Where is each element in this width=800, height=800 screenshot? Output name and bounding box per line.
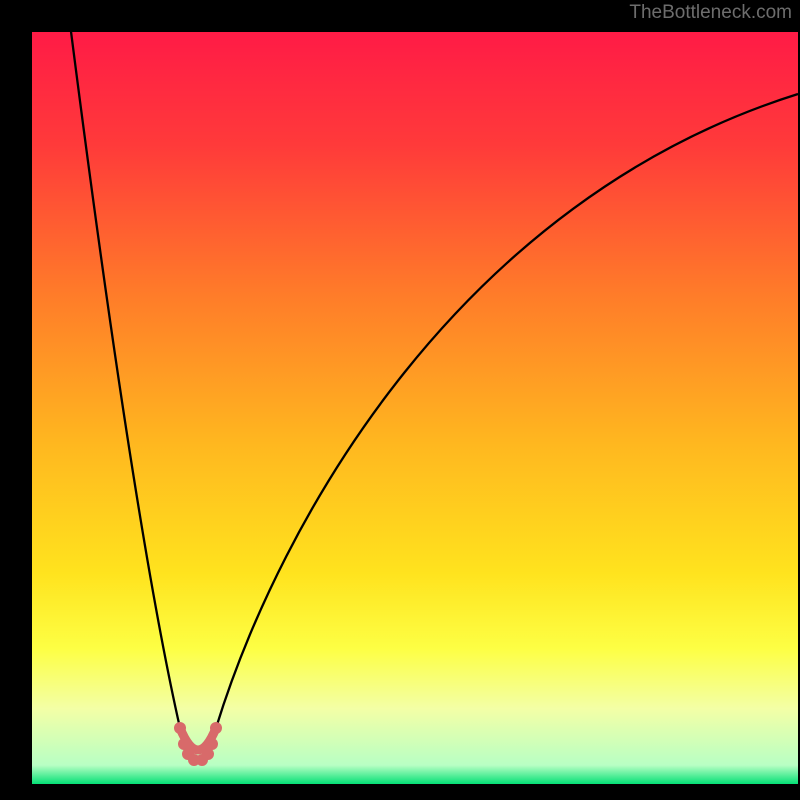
trough-markers xyxy=(174,722,222,766)
trough-marker-dot xyxy=(174,722,186,734)
trough-marker-dot xyxy=(206,738,218,750)
trough-marker-dot xyxy=(210,722,222,734)
chart-root: TheBottleneck.com xyxy=(0,0,800,800)
curve-left-branch xyxy=(68,8,180,728)
curve-right-branch xyxy=(216,94,798,728)
curve-layer xyxy=(0,0,800,800)
